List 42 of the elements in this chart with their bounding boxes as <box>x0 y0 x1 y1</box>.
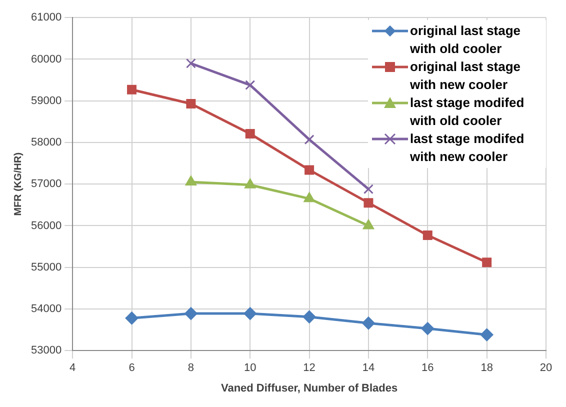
point <box>245 128 255 138</box>
point <box>364 198 374 208</box>
x-tick-label: 6 <box>128 362 135 374</box>
y-tick-label: 61000 <box>30 12 62 24</box>
x-tick-label: 16 <box>422 362 434 374</box>
point <box>304 165 314 175</box>
point <box>482 258 492 268</box>
point <box>245 80 256 90</box>
y-tick-label: 56000 <box>30 220 62 232</box>
x-tick-label: 18 <box>480 362 493 374</box>
point <box>304 134 314 145</box>
x-tick-label: 8 <box>188 362 194 374</box>
point <box>362 219 374 230</box>
point <box>363 184 374 194</box>
y-tick-label: 59000 <box>30 94 62 107</box>
point <box>304 192 315 202</box>
point <box>480 328 494 342</box>
y-tick-label: 53000 <box>30 344 62 357</box>
legend-label: last stage modifed with new cooler <box>410 130 526 166</box>
point <box>421 322 434 336</box>
point <box>362 316 375 330</box>
x-axis-title: Vaned Diffuser, Number of Blades <box>220 382 398 394</box>
point <box>422 230 432 240</box>
y-axis-title: MFR (KG/HR) <box>12 152 24 216</box>
point <box>127 84 137 94</box>
point <box>186 58 196 68</box>
x-tick-label: 14 <box>362 362 375 374</box>
x-tick-label: 20 <box>540 362 552 374</box>
y-tick-label: 60000 <box>30 53 62 66</box>
y-tick-label: 57000 <box>30 178 62 190</box>
point <box>184 307 198 320</box>
point <box>125 312 138 325</box>
y-tick-label: 54000 <box>30 303 62 316</box>
y-tick-label: 58000 <box>30 136 62 149</box>
point <box>302 310 316 324</box>
point <box>244 307 257 320</box>
x-tick-label: 10 <box>244 362 256 374</box>
x-tick-label: 12 <box>303 362 316 374</box>
point <box>185 176 197 186</box>
point <box>186 99 196 109</box>
y-tick-label: 55000 <box>30 261 62 274</box>
x-tick-label: 4 <box>70 362 76 374</box>
